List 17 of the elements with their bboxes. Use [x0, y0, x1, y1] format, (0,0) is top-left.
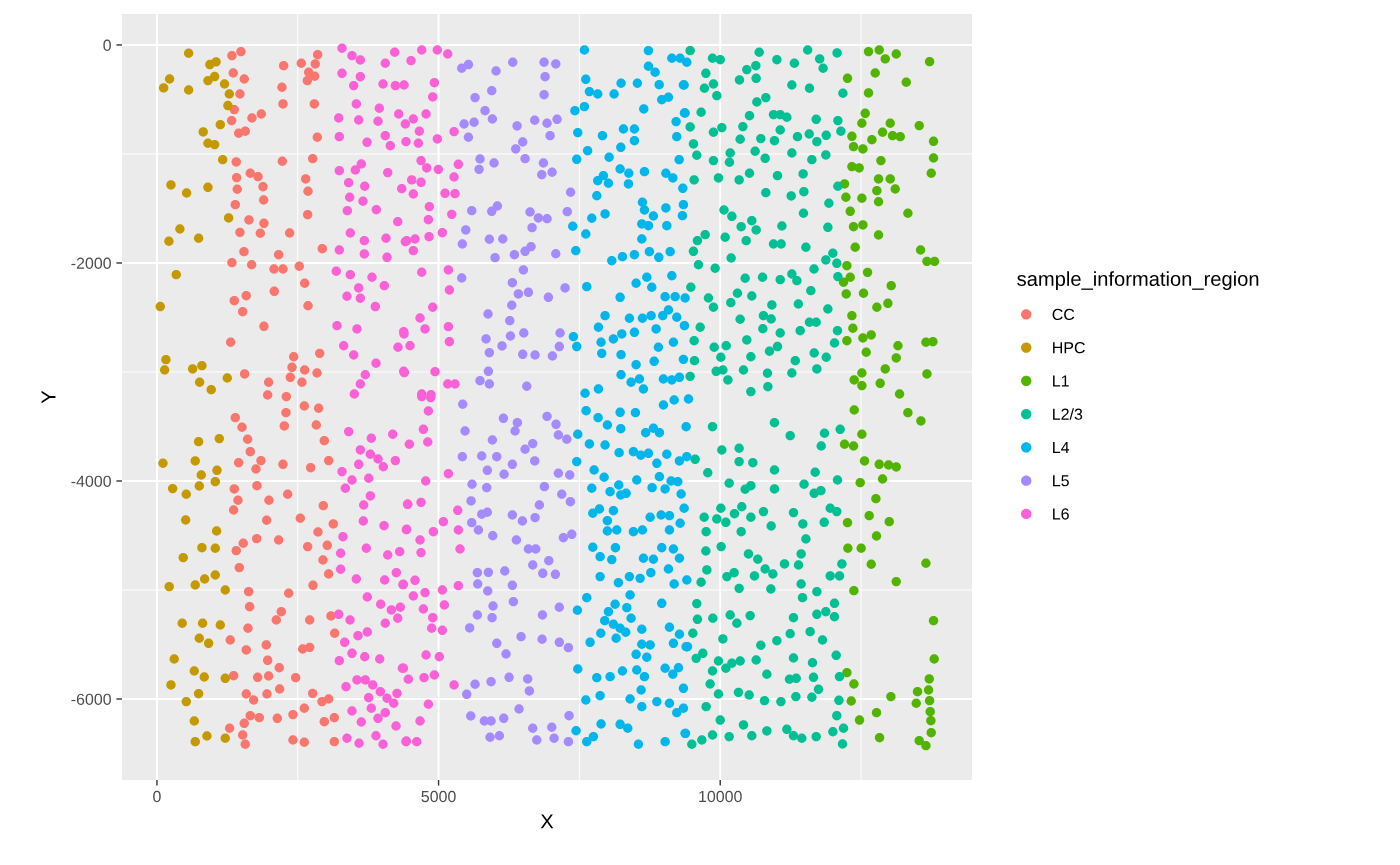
y-tick-label: 0 [103, 39, 111, 51]
x-axis-title: X [540, 814, 554, 829]
y-tick-label: -4000 [71, 475, 111, 487]
legend-label: L5 [1053, 475, 1069, 487]
x-tick-label: 0 [153, 790, 161, 803]
y-tick-label: -6000 [71, 693, 111, 705]
legend-label: L4 [1053, 441, 1070, 453]
legend-label: L1 [1053, 375, 1069, 387]
y-tick-label: -2000 [71, 257, 111, 269]
legend-label: CC [1052, 308, 1075, 321]
legend-label: L2/3 [1053, 408, 1083, 420]
x-tick-label: 5000 [421, 790, 456, 803]
y-axis-title: Y [41, 390, 56, 404]
legend-label: L6 [1053, 508, 1069, 520]
legend-title: sample_information_region [1017, 271, 1259, 290]
x-tick-label: 10000 [699, 790, 742, 803]
legend-label: HPC [1053, 342, 1085, 354]
